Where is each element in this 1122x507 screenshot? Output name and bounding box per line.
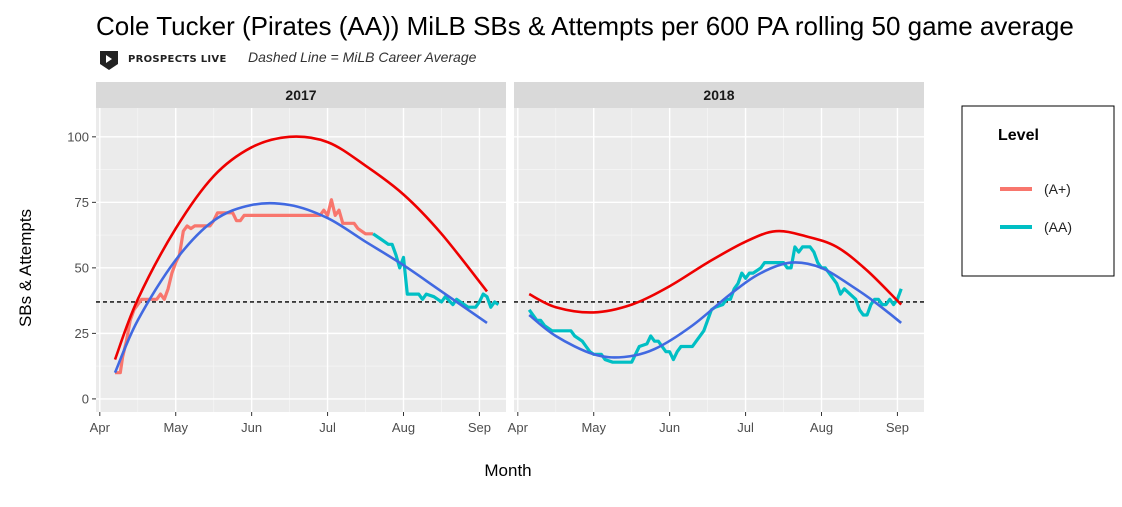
chart-title: Cole Tucker (Pirates (AA)) MiLB SBs & At… [96, 11, 1074, 41]
trend-line-blue [528, 261, 903, 359]
legend-title: Level [998, 127, 1039, 144]
brand-logo-play-icon [106, 55, 112, 63]
legend: Level (A+) (AA) [961, 105, 1115, 277]
y-axis-title: SBs & Attempts [16, 209, 35, 327]
x-tick-label: Sep [886, 420, 909, 435]
legend-label-a-plus: (A+) [1044, 181, 1071, 197]
trend-line-red [528, 229, 903, 314]
brand-logo: PROSPECTS LIVE [100, 51, 227, 70]
panel-strip [96, 82, 506, 108]
panel-strip-label: 2018 [703, 87, 734, 103]
brand-name: PROSPECTS LIVE [128, 54, 227, 65]
x-tick-label: May [581, 420, 606, 435]
legend-box [961, 105, 1115, 277]
y-tick-label: 100 [67, 129, 89, 144]
x-tick-label: Sep [468, 420, 491, 435]
trend-line-blue [113, 201, 488, 374]
x-tick-label: Jul [319, 420, 336, 435]
y-tick-label: 75 [75, 195, 89, 210]
x-tick-label: Aug [810, 420, 833, 435]
x-tick-label: Aug [392, 420, 415, 435]
x-axis-title: Month [484, 461, 531, 480]
x-tick-label: Jul [737, 420, 754, 435]
y-tick-label: 25 [75, 326, 89, 341]
panel-strip-label: 2017 [285, 87, 316, 103]
series-line-a-plus [115, 198, 374, 375]
panel-2017: 2017 0 25 50 75 100 Apr May Jun Jul Aug Sep [67, 82, 506, 435]
x-tick-label: Apr [508, 420, 529, 435]
legend-label-aa: (AA) [1044, 219, 1072, 235]
x-tick-label: Jun [659, 420, 680, 435]
series-line-aa [372, 232, 500, 309]
trend-line-red [113, 135, 489, 361]
y-tick-label: 50 [75, 260, 89, 275]
x-tick-label: Apr [90, 420, 111, 435]
x-tick-label: Jun [241, 420, 262, 435]
panel-strip [514, 82, 924, 108]
chart-panels: 2017 0 25 50 75 100 Apr May Jun Jul Aug Sep 2018 Apr M… [67, 82, 924, 435]
panel-2018: 2018 Apr May Jun Jul Aug Sep [508, 82, 924, 435]
chart-subtitle: Dashed Line = MiLB Career Average [248, 49, 477, 65]
y-tick-label: 0 [82, 391, 89, 406]
x-tick-label: May [163, 420, 188, 435]
panel-background [96, 108, 506, 412]
